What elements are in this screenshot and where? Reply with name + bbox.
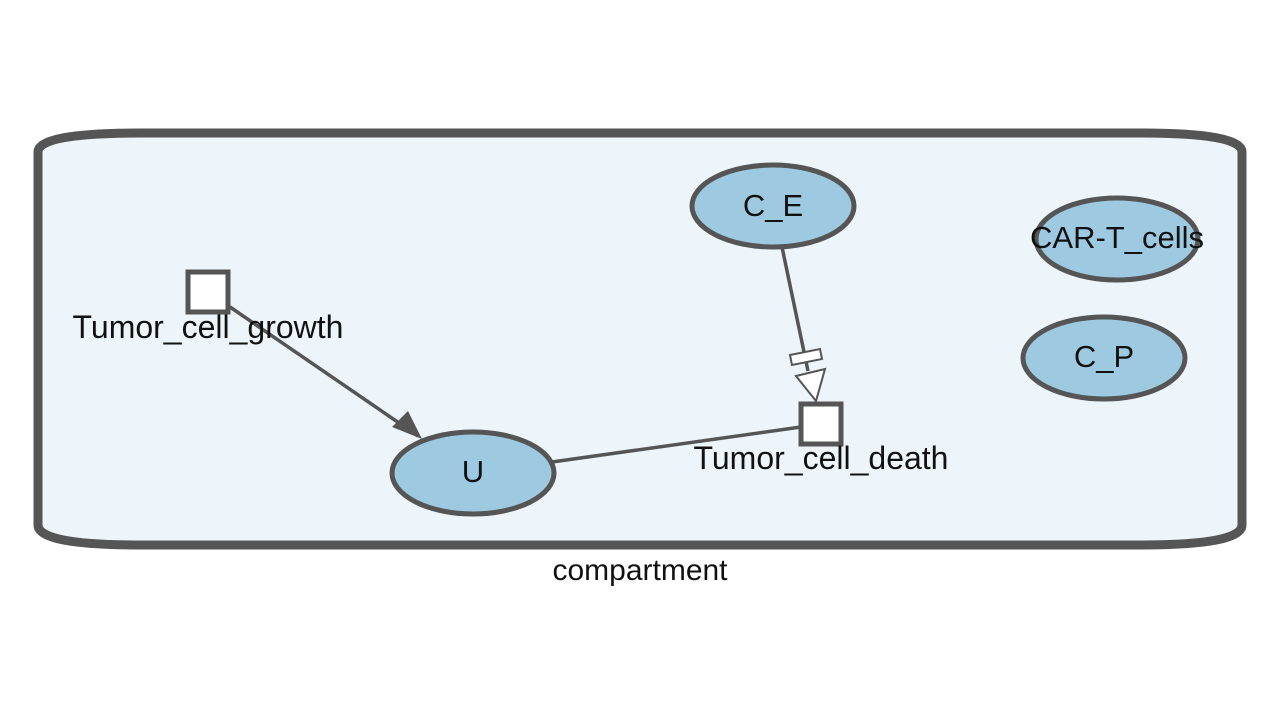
edge-tumor-cell-growth-to-u[interactable] bbox=[229, 305, 419, 438]
modifier-bar-icon bbox=[788, 347, 824, 367]
compartment-label: compartment bbox=[552, 554, 728, 587]
species-c-p[interactable]: C_P bbox=[1020, 314, 1188, 402]
species-label-u: U bbox=[462, 454, 484, 489]
reaction-label-tumor-cell-growth: Tumor_cell_growth bbox=[73, 309, 344, 345]
reaction-node-square bbox=[185, 269, 231, 315]
species-node-ellipse bbox=[1020, 314, 1188, 402]
species-car-t-cells[interactable]: CAR-T_cells bbox=[1030, 195, 1204, 283]
reaction-tumor-cell-death[interactable]: Tumor_cell_death bbox=[694, 401, 949, 476]
reaction-node-square bbox=[798, 401, 844, 447]
edge-arrowhead-u bbox=[392, 411, 422, 439]
reaction-tumor-cell-growth[interactable]: Tumor_cell_growth bbox=[73, 269, 344, 345]
species-node-ellipse bbox=[1033, 195, 1201, 283]
edge-u-to-tumor-cell-death[interactable] bbox=[551, 425, 802, 464]
species-label-c-e: C_E bbox=[743, 188, 803, 223]
modifier-arrowhead-icon bbox=[794, 367, 827, 404]
species-node-ellipse bbox=[389, 429, 557, 517]
reaction-label-tumor-cell-death: Tumor_cell_death bbox=[694, 440, 949, 476]
species-label-c-p: C_P bbox=[1074, 339, 1134, 374]
compartment-shape bbox=[33, 128, 1247, 550]
compartment[interactable]: compartment bbox=[33, 128, 1247, 587]
species-label-car-t-cells: CAR-T_cells bbox=[1030, 220, 1204, 255]
edge-c-e-to-tumor-cell-death[interactable] bbox=[780, 246, 810, 372]
species-c-e[interactable]: C_E bbox=[689, 162, 857, 250]
species-u[interactable]: U bbox=[389, 429, 557, 517]
species-node-ellipse bbox=[689, 162, 857, 250]
edges bbox=[229, 246, 827, 464]
